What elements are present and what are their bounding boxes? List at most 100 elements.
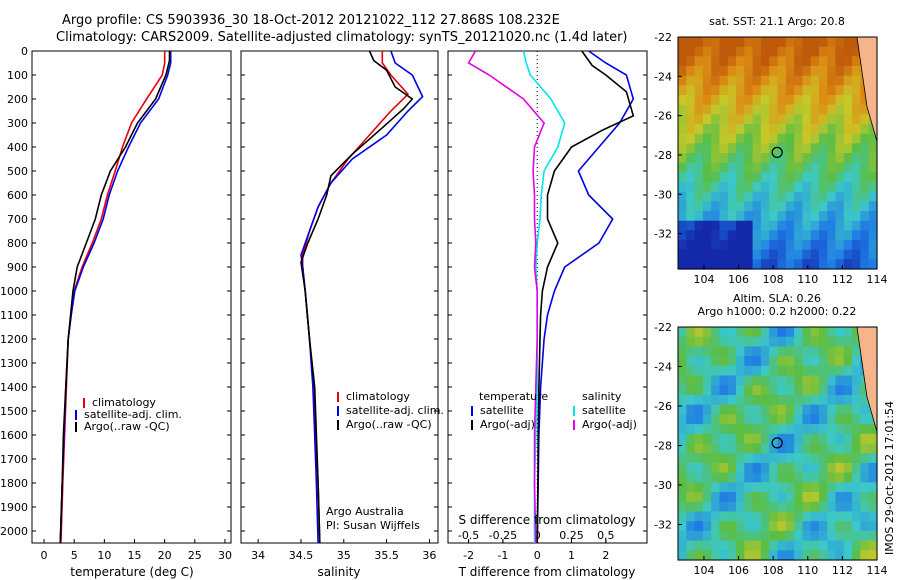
salinity-tick-label: 35 (337, 549, 351, 562)
map-cell (744, 501, 754, 513)
t-diff-tick-label: -1 (497, 549, 508, 562)
legend-label: climatology (346, 390, 410, 403)
map-cell (736, 443, 745, 454)
map-cell (727, 162, 737, 173)
map-cell (686, 172, 696, 183)
map-cell (711, 172, 721, 183)
map-cell (827, 230, 837, 241)
map-cell (744, 482, 754, 493)
map-cell (727, 172, 737, 183)
s-diff-tick-label: -0.25 (489, 529, 517, 542)
map-cell (752, 501, 762, 513)
map-cell (702, 133, 712, 144)
temperature-tick-label: 0 (41, 549, 48, 562)
map-cell (686, 375, 696, 386)
map-cell (702, 211, 712, 222)
map-cell (835, 191, 845, 202)
map-cell (843, 220, 853, 231)
map-cell (794, 356, 803, 367)
map-cell (777, 433, 787, 445)
lat-tick-label: -30 (654, 188, 672, 201)
map-cell (785, 414, 795, 425)
map-cell (810, 95, 820, 106)
depth-tick-label: 700 (7, 213, 28, 226)
map-cell (835, 511, 845, 522)
map-cell (860, 540, 870, 551)
map-cell (843, 511, 853, 522)
map-cell (752, 424, 762, 435)
depth-tick-label: 1400 (0, 381, 28, 394)
map-cell (794, 424, 803, 435)
map-cell (819, 143, 828, 154)
map-cell (711, 472, 721, 483)
map-cell (678, 249, 687, 260)
map-cell (686, 472, 696, 483)
map-cell (678, 521, 687, 532)
map-cell (860, 191, 870, 202)
map-cell (860, 501, 870, 513)
map-cell (702, 375, 712, 386)
map-cell (810, 443, 820, 454)
sla-map: 104 106 108 110 112 114 -22 -24 -26 -28 -30 -32 (654, 321, 887, 577)
temperature-tick-label: 20 (158, 549, 172, 562)
map-cell (819, 240, 828, 251)
map-cell (794, 336, 803, 347)
map-cell (760, 114, 770, 125)
map-cell (694, 375, 704, 386)
map-cell (819, 375, 828, 386)
map-cell (719, 37, 729, 48)
map-cell (769, 521, 779, 532)
map-cell (843, 375, 853, 386)
map-cell (719, 443, 729, 454)
map-cell (694, 472, 704, 483)
map-cell (835, 462, 845, 474)
map-cell (752, 95, 762, 106)
map-cell (769, 201, 779, 212)
map-cell (711, 327, 721, 338)
map-cell (711, 249, 721, 260)
map-cell (810, 492, 820, 503)
map-cell (777, 66, 787, 77)
temperature-series-line (59, 51, 172, 544)
map-cell (744, 153, 754, 164)
map-cell (678, 492, 687, 503)
map-cell (802, 153, 812, 164)
map-cell (852, 230, 861, 241)
map-cell (802, 414, 812, 425)
map-cell (694, 56, 704, 67)
map-cell (702, 259, 712, 270)
map-cell (719, 56, 729, 67)
annotation-line: Argo Australia (326, 505, 404, 518)
map-cell (760, 95, 770, 106)
map-cell (785, 433, 795, 445)
map-cell (711, 182, 721, 193)
map-cell (810, 424, 820, 435)
depth-tick-label: 1000 (0, 285, 28, 298)
map-cell (827, 443, 837, 454)
map-cell (719, 511, 729, 522)
sst-map: 104 106 108 110 112 114 -22 -24 -26 -28 -30 -32 (654, 31, 887, 286)
map-cell (678, 336, 687, 347)
map-cell (769, 365, 779, 377)
depth-axis: 0 100 200 300 400 500 600 700 800 900 1000 1100 1200… (0, 45, 647, 538)
map-cell (678, 530, 687, 542)
map-cell (794, 414, 803, 425)
map-cell (860, 249, 870, 260)
map-cell (719, 133, 729, 144)
map-cell (678, 433, 687, 445)
map-cell (702, 56, 712, 67)
map-cell (777, 211, 787, 222)
map-cell (686, 336, 696, 347)
map-cell (868, 433, 878, 445)
map-cell (810, 511, 820, 522)
map-cell (819, 365, 828, 377)
map-cell (785, 66, 795, 77)
map-cell (727, 472, 737, 483)
map-cell (827, 220, 837, 231)
map-cell (694, 114, 704, 125)
map-cell (835, 85, 845, 96)
map-cell (794, 211, 803, 222)
map-cell (736, 346, 745, 357)
map-cell (727, 85, 737, 96)
